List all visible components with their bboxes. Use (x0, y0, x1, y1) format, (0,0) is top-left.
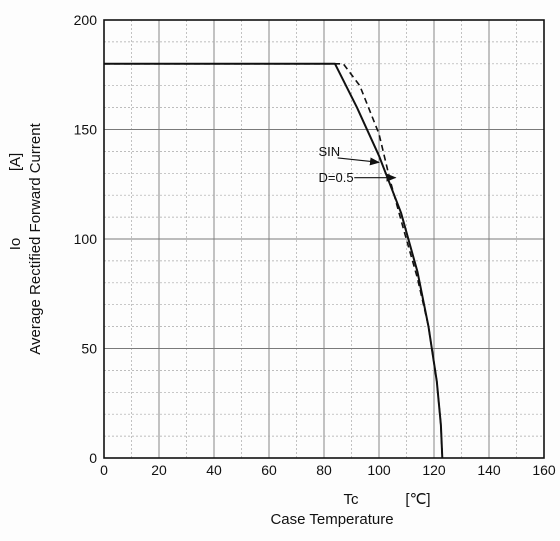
annotation-arrow (337, 157, 380, 166)
tick-labels: 0 20 40 60 80 100 120 140 160 0 50 100 150 200 (74, 12, 556, 478)
y-tick-label: 150 (74, 122, 98, 138)
y-tick-label: 0 (89, 450, 97, 466)
y-tick-label: 50 (81, 341, 97, 357)
x-axis-name: Case Temperature (270, 511, 393, 528)
y-tick-label: 100 (74, 231, 98, 247)
y-axis-unit: [A] (7, 153, 24, 171)
x-tick-label: 140 (477, 462, 501, 478)
y-axis-symbol: Io (7, 238, 24, 251)
y-axis-title: Average Rectified Forward Current Io [A] (7, 122, 44, 354)
x-tick-label: 20 (151, 462, 167, 478)
x-tick-label: 40 (206, 462, 222, 478)
y-tick-label: 200 (74, 12, 98, 28)
x-tick-label: 60 (261, 462, 277, 478)
annotations: SIN D=0.5 (319, 144, 397, 185)
y-axis-name: Average Rectified Forward Current (27, 122, 44, 354)
x-tick-label: 80 (316, 462, 332, 478)
x-tick-label: 0 (100, 462, 108, 478)
x-tick-label: 100 (367, 462, 391, 478)
x-axis-symbol: Tc (344, 491, 360, 508)
x-axis-title: Tc [℃] Case Temperature (270, 491, 430, 528)
x-tick-label: 120 (422, 462, 446, 478)
annotation-label: SIN (319, 144, 341, 159)
grid (103, 19, 545, 459)
series-lines (104, 62, 444, 459)
annotation-label: D=0.5 (319, 170, 354, 185)
x-tick-label: 160 (532, 462, 556, 478)
plot-frame (103, 19, 545, 459)
x-axis-unit: [℃] (405, 491, 430, 508)
